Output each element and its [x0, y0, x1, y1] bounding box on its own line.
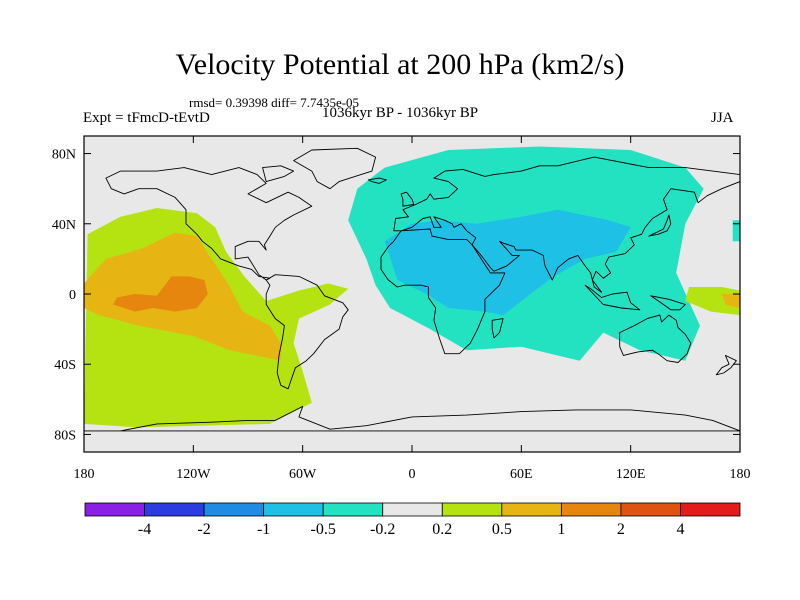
japan-coastline — [648, 214, 672, 237]
australia-coastline — [619, 314, 692, 363]
contour-fill-layer — [84, 146, 740, 428]
x-tick-label: 120W — [176, 467, 211, 482]
baffin-island-coastline — [262, 165, 295, 183]
colorbar-swatch — [441, 502, 503, 517]
eurasia-coastline — [393, 156, 740, 293]
x-tick-label: 60E — [510, 467, 533, 482]
colorbar-label: -2 — [197, 521, 210, 538]
date-line-moderate-region — [721, 294, 740, 308]
colorbar-swatch — [322, 502, 384, 517]
x-tick-label: 60W — [289, 467, 317, 482]
plot-title: Velocity Potential at 200 hPa (km2/s) — [175, 48, 625, 81]
colorbar-swatch — [560, 502, 622, 517]
colorbar-label: -0.2 — [370, 521, 395, 538]
south-america-coastline — [265, 274, 349, 390]
colorbar-swatch — [84, 502, 145, 517]
iceland-coastline — [367, 177, 387, 184]
colorbar-swatch — [263, 502, 324, 517]
africa-coastline — [380, 228, 506, 355]
core-negative-region — [384, 209, 631, 316]
colorbar-label: 2 — [617, 521, 625, 538]
indonesia-coastline — [584, 284, 641, 311]
colorbar-label: -1 — [257, 521, 270, 538]
colorbar-label: 1 — [557, 521, 565, 538]
colorbar-label: -0.5 — [311, 521, 336, 538]
colorbar-swatch — [680, 502, 741, 517]
date-line-cyan-edge — [732, 220, 740, 242]
madagascar-coastline — [491, 318, 504, 339]
season-label: JJA — [711, 110, 734, 126]
y-tick-label: 0 — [69, 288, 76, 303]
x-tick-label: 180 — [74, 467, 95, 482]
antarctica-coastline — [84, 405, 740, 432]
y-tick-label: 80N — [52, 148, 76, 163]
colorbar-swatch — [203, 502, 265, 517]
colorbar-swatch — [501, 502, 562, 517]
greenland-coastline — [293, 147, 377, 190]
stats-label: rmsd= 0.39398 diff= 7.7435e-05 — [189, 95, 360, 110]
colorbar-label: 0.2 — [432, 521, 452, 538]
x-tick-label: 180 — [730, 467, 751, 482]
axis-ticks-layer: 180 120W 60W 0 60E 120E 180 80N 40N 0 40S 80S — [52, 136, 751, 482]
period-label: 1036kyr BP - 1036kyr BP — [322, 105, 479, 121]
new-guinea-coastline — [650, 295, 686, 311]
y-tick-label: 80S — [54, 428, 76, 443]
coastline-layer — [84, 147, 740, 432]
colorbar-label: 4 — [676, 521, 684, 538]
north-america-coastline — [105, 167, 313, 281]
colorbar-label: -4 — [138, 521, 151, 538]
x-tick-label: 120E — [616, 467, 646, 482]
new-zealand-coastline — [715, 354, 737, 376]
colorbar-swatch — [382, 502, 443, 517]
colorbar-label: 0.5 — [492, 521, 512, 538]
colorbar-swatch — [144, 502, 205, 517]
uk-coastline — [400, 191, 415, 207]
y-tick-label: 40N — [52, 218, 76, 233]
y-tick-label: 40S — [54, 358, 76, 373]
x-tick-label: 0 — [409, 467, 416, 482]
experiment-label: Expt = tFmcD-tEvtD — [83, 110, 210, 126]
colorbar: -4 -2 -1 -0.5 -0.2 0.2 0.5 1 2 4 — [84, 502, 741, 538]
pacific-strong-region — [113, 276, 208, 312]
colorbar-swatch — [620, 502, 681, 517]
